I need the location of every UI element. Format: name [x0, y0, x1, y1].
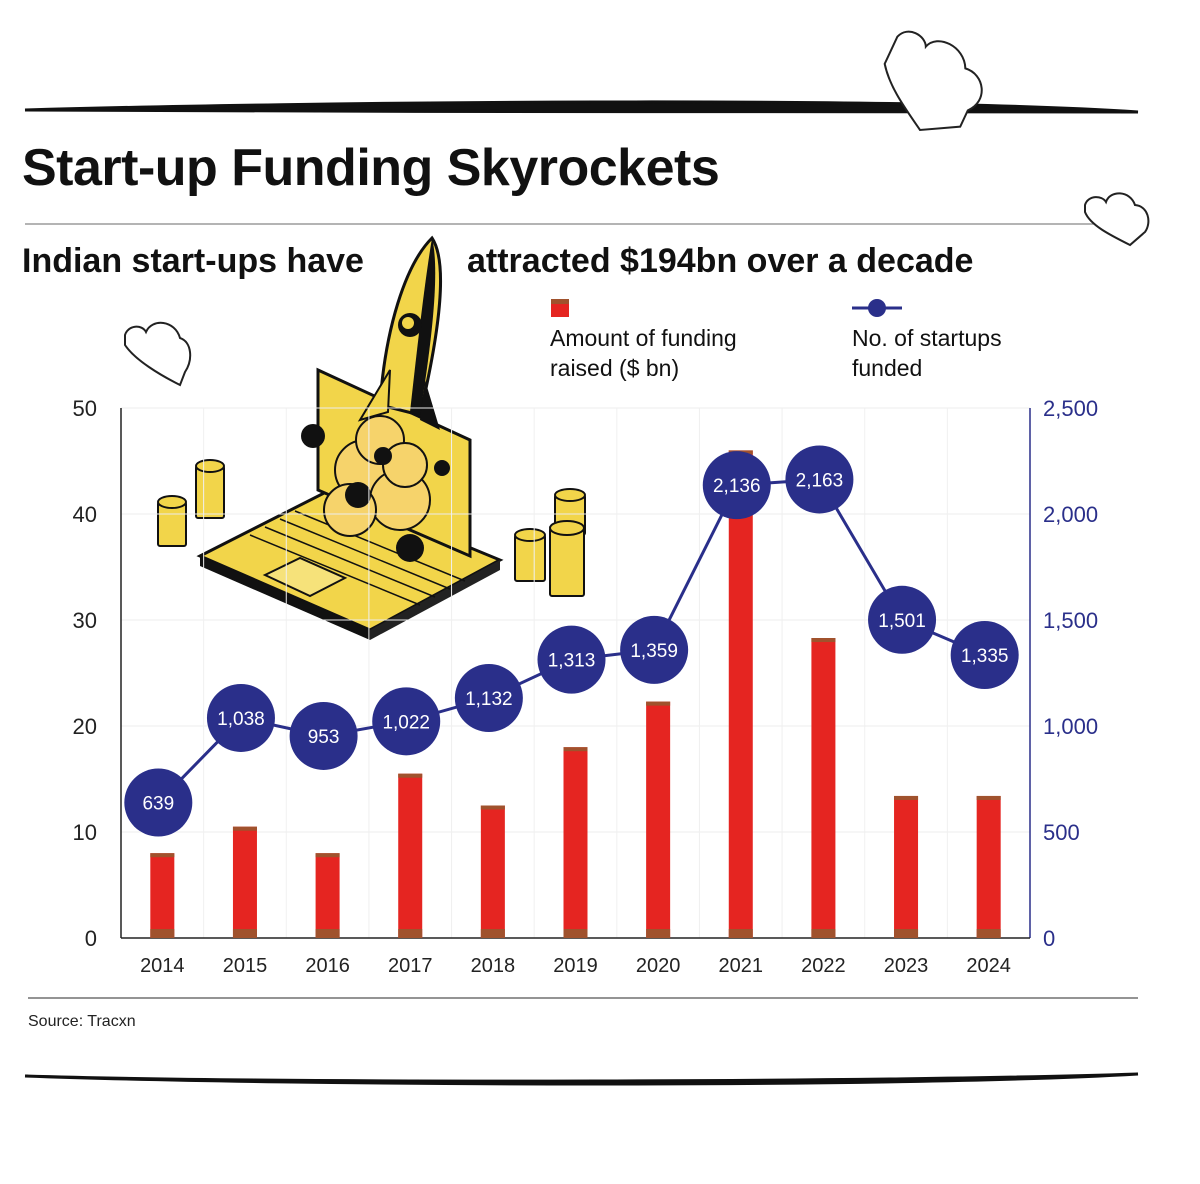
startups-data-label: 1,335 — [961, 646, 1009, 667]
funding-bar — [232, 826, 257, 938]
source-note: Source: Tracxn — [28, 1013, 136, 1030]
y-right-tick-label: 1,500 — [1043, 608, 1098, 633]
legend-bars-line2: raised ($ bn) — [550, 355, 680, 381]
funding-bar — [728, 450, 753, 938]
startups-point — [950, 620, 1019, 689]
funding-bar-base — [646, 929, 671, 938]
startups-data-label: 1,313 — [548, 651, 596, 672]
bar-legend-swatch — [551, 299, 569, 317]
funding-bar-base — [894, 929, 919, 938]
x-tick-label: 2014 — [140, 955, 185, 977]
funding-bar — [563, 747, 588, 938]
funding-bar-base — [563, 929, 588, 938]
funding-bar — [480, 805, 505, 938]
x-tick-label: 2018 — [471, 955, 516, 977]
funding-bar — [811, 638, 836, 938]
funding-bar-cap — [232, 826, 257, 831]
startups-point — [372, 687, 441, 756]
line-legend-swatch — [852, 299, 902, 317]
startups-point — [868, 585, 937, 654]
funding-bar-base — [232, 929, 257, 938]
cloud-icon — [1084, 192, 1150, 247]
funding-bar-base — [398, 929, 423, 938]
funding-bar-cap — [398, 773, 423, 778]
startups-point — [289, 701, 358, 770]
y-right-tick-label: 0 — [1043, 926, 1055, 951]
x-tick-label: 2021 — [719, 955, 764, 977]
x-tick-label: 2017 — [388, 955, 433, 977]
y-right-tick-label: 2,500 — [1043, 396, 1098, 421]
y-left-tick-label: 10 — [73, 820, 97, 845]
startups-data-label: 1,359 — [630, 641, 678, 662]
funding-bar-base — [150, 929, 175, 938]
legend-bars-line1: Amount of funding — [550, 325, 737, 351]
bottom-brush-stroke — [24, 1072, 1139, 1086]
subtitle-part-2: attracted $194bn over a decade — [467, 242, 974, 280]
startups-data-label: 1,038 — [217, 709, 265, 730]
funding-bar-cap — [894, 795, 919, 800]
funding-bar-base — [315, 929, 340, 938]
funding-bar — [976, 795, 1001, 938]
startups-data-label: 639 — [142, 794, 174, 815]
startups-point — [124, 768, 193, 837]
funding-bar-cap — [646, 701, 671, 706]
funding-bar-base — [728, 929, 753, 938]
x-tick-label: 2024 — [966, 955, 1011, 977]
funding-bar — [315, 853, 340, 938]
startups-point — [537, 625, 606, 694]
startups-point — [702, 451, 771, 520]
startups-data-label: 2,136 — [713, 476, 761, 497]
cloud-icon — [883, 30, 983, 132]
y-right-tick-label: 2,000 — [1043, 502, 1098, 527]
y-left-tick-label: 40 — [73, 502, 97, 527]
top-brush-stroke — [24, 100, 1139, 114]
funding-bar-cap — [315, 853, 340, 858]
rocket-laptop-illustration — [157, 235, 586, 640]
startups-data-label: 2,163 — [796, 470, 844, 491]
funding-bar-cap — [480, 805, 505, 810]
y-left-tick-label: 20 — [73, 714, 97, 739]
y-right-tick-label: 500 — [1043, 820, 1080, 845]
funding-bar-cap — [563, 747, 588, 752]
y-left-tick-label: 30 — [73, 608, 97, 633]
legend-line: No. of startups funded — [852, 298, 1002, 383]
funding-bar — [646, 701, 671, 938]
subtitle-part-1: Indian start-ups have — [22, 242, 364, 280]
funding-bar-base — [480, 929, 505, 938]
startups-data-label: 953 — [308, 727, 340, 748]
funding-bar-base — [811, 929, 836, 938]
y-left-tick-label: 0 — [85, 926, 97, 951]
funding-bar — [398, 773, 423, 938]
x-tick-label: 2015 — [223, 955, 268, 977]
cloud-icon — [124, 322, 192, 387]
legend-line-line2: funded — [852, 355, 923, 381]
x-tick-label: 2023 — [884, 955, 929, 977]
startups-data-label: 1,022 — [382, 712, 430, 733]
page-title: Start-up Funding Skyrockets — [22, 139, 720, 197]
y-left-tick-label: 50 — [73, 396, 97, 421]
startups-point — [454, 664, 523, 733]
funding-bar-base — [976, 929, 1001, 938]
startups-point — [206, 683, 275, 752]
funding-bar-cap — [976, 795, 1001, 800]
funding-bar-cap — [150, 853, 175, 858]
legend-bars: Amount of funding raised ($ bn) — [550, 298, 737, 383]
legend-line-line1: No. of startups — [852, 325, 1002, 351]
x-tick-label: 2022 — [801, 955, 846, 977]
x-tick-label: 2016 — [305, 955, 350, 977]
funding-bar — [894, 795, 919, 938]
x-tick-label: 2020 — [636, 955, 681, 977]
startups-point — [620, 615, 689, 684]
funding-bar-cap — [811, 638, 836, 643]
x-tick-label: 2019 — [553, 955, 598, 977]
y-right-tick-label: 1,000 — [1043, 714, 1098, 739]
startups-data-label: 1,501 — [878, 611, 926, 632]
startups-point — [785, 445, 854, 514]
startups-data-label: 1,132 — [465, 689, 513, 710]
funding-bar — [150, 853, 175, 938]
